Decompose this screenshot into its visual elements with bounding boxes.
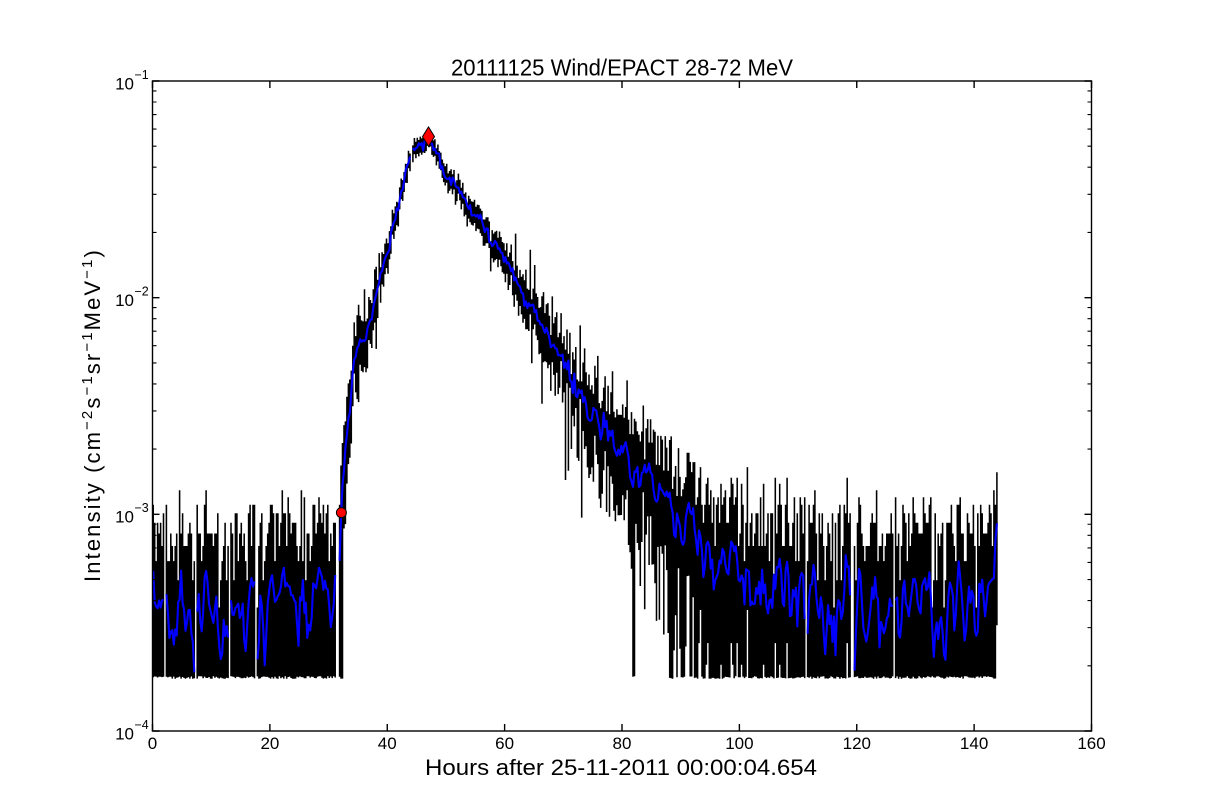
- svg-text:40: 40: [378, 734, 397, 753]
- svg-text:−2: −2: [135, 285, 149, 299]
- svg-text:−4: −4: [135, 718, 149, 732]
- svg-text:20: 20: [260, 734, 279, 753]
- svg-text:Hours after 25-11-2011 00:00:0: Hours after 25-11-2011 00:00:04.654: [425, 755, 817, 780]
- svg-text:−3: −3: [135, 501, 149, 515]
- svg-text:160: 160: [1077, 734, 1105, 753]
- svg-text:10: 10: [115, 74, 134, 93]
- svg-text:80: 80: [613, 734, 632, 753]
- svg-text:60: 60: [495, 734, 514, 753]
- svg-text:10: 10: [115, 724, 134, 743]
- svg-text:120: 120: [843, 734, 871, 753]
- svg-text:10: 10: [115, 291, 134, 310]
- svg-text:140: 140: [960, 734, 988, 753]
- svg-text:10: 10: [115, 508, 134, 527]
- svg-text:0: 0: [148, 734, 157, 753]
- svg-text:−1: −1: [135, 68, 149, 82]
- svg-text:20111125 Wind/EPACT 28-72 MeV: 20111125 Wind/EPACT 28-72 MeV: [451, 55, 794, 81]
- svg-text:100: 100: [725, 734, 753, 753]
